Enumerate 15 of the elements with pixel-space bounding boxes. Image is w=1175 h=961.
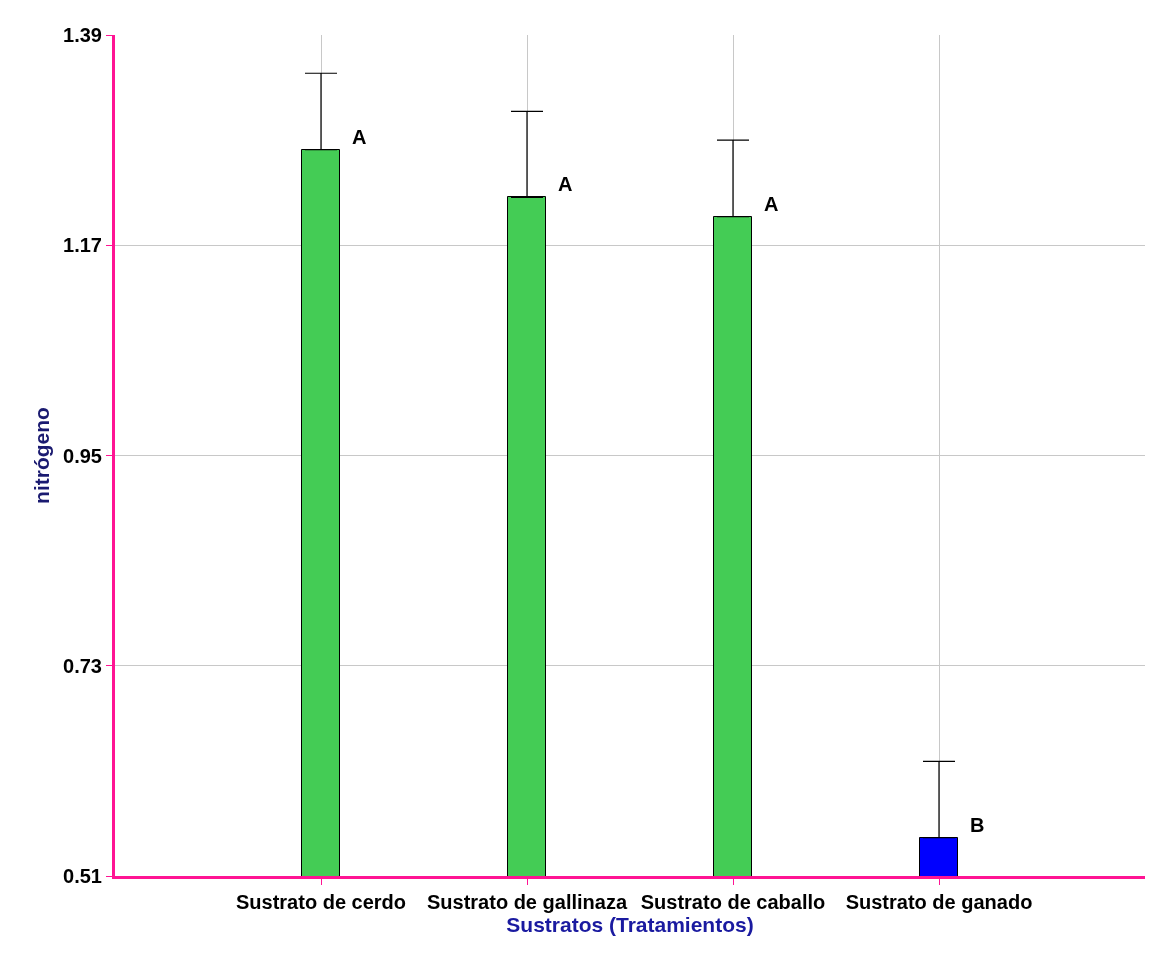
x-tick-label: Sustrato de caballo bbox=[640, 891, 826, 913]
y-tick-label: 1.39 bbox=[63, 24, 102, 46]
x-tick-label: Sustrato de gallinaza bbox=[426, 891, 628, 913]
y-tick-label: 0.95 bbox=[63, 444, 102, 467]
y-tick-label: 0.73 bbox=[63, 654, 102, 677]
y-tick-label: 0.51 bbox=[63, 865, 102, 887]
x-tick-label: Sustrato de ganado bbox=[845, 891, 1033, 913]
annotation: B bbox=[970, 814, 985, 836]
y-tick-label: 1.17 bbox=[63, 234, 102, 257]
x-axis-title: Sustratos (Tratamientos) bbox=[506, 913, 754, 936]
annotation: A bbox=[764, 193, 779, 215]
annotation: A bbox=[558, 173, 573, 195]
annotation: A bbox=[352, 126, 367, 148]
x-tick-label: Sustrato de cerdo bbox=[235, 891, 407, 913]
y-axis-title: nitrógeno bbox=[30, 407, 54, 504]
